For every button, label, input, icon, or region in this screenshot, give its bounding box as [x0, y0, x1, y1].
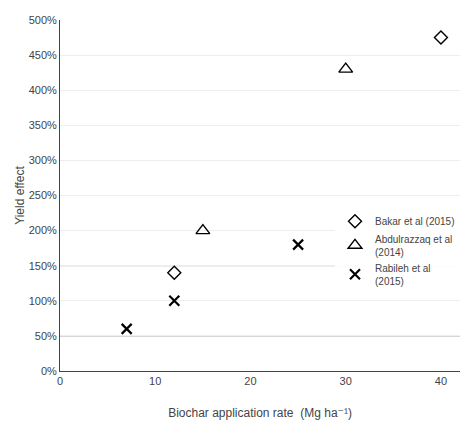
svg-text:100%: 100% [29, 295, 57, 307]
svg-text:40: 40 [435, 375, 447, 387]
svg-text:0: 0 [57, 375, 63, 387]
svg-text:Yield effect: Yield effect [13, 165, 27, 224]
svg-text:500%: 500% [29, 14, 57, 26]
svg-text:0%: 0% [41, 365, 57, 377]
svg-text:350%: 350% [29, 119, 57, 131]
svg-text:250%: 250% [29, 189, 57, 201]
svg-text:Abdulrazzaq et al(2014): Abdulrazzaq et al(2014) [375, 234, 452, 258]
svg-text:400%: 400% [29, 84, 57, 96]
svg-text:20: 20 [244, 375, 256, 387]
svg-text:Rabileh et al(2015): Rabileh et al(2015) [375, 263, 431, 287]
svg-text:300%: 300% [29, 154, 57, 166]
svg-text:30: 30 [340, 375, 352, 387]
svg-text:150%: 150% [29, 260, 57, 272]
svg-text:200%: 200% [29, 224, 57, 236]
svg-text:50%: 50% [35, 330, 57, 342]
svg-text:Biochar application rate (Mg: Biochar application rate (Mg ha⁻¹) [168, 406, 352, 420]
svg-text:10: 10 [149, 375, 161, 387]
svg-text:Bakar et al (2015): Bakar et al (2015) [375, 216, 455, 227]
svg-text:450%: 450% [29, 49, 57, 61]
